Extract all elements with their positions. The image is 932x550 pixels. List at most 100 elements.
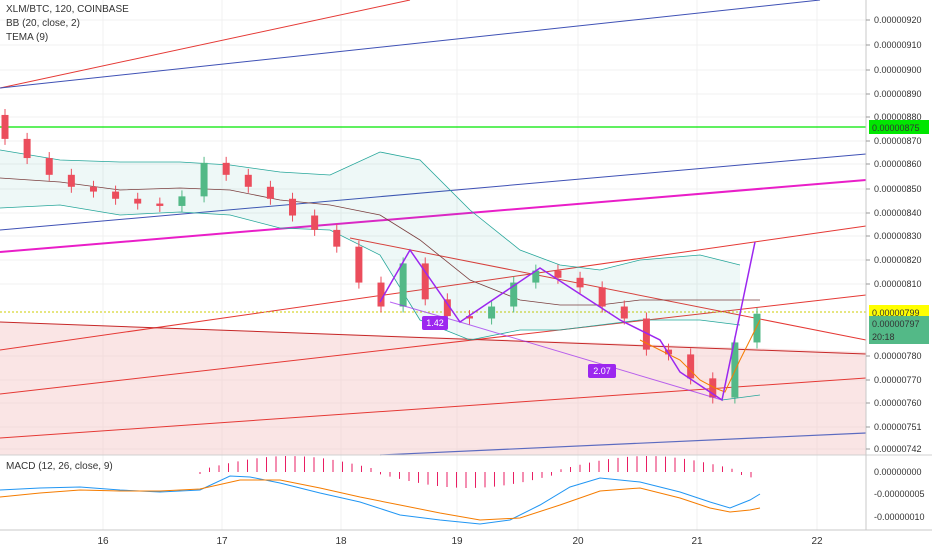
- magenta-trendline: [0, 179, 867, 253]
- candle-body: [178, 196, 186, 206]
- pattern-leg-1: [389, 301, 461, 323]
- candle-body: [399, 263, 407, 307]
- candle-body: [134, 198, 142, 204]
- last-price-text: 0.00000797: [872, 319, 920, 329]
- candle-body: [67, 174, 75, 187]
- candle-body: [23, 138, 31, 159]
- yellow-level-text: 0.00000799: [872, 308, 920, 318]
- candle-body: [333, 229, 341, 247]
- pattern-leg-3: [721, 394, 761, 401]
- candle-body: [289, 198, 297, 216]
- pattern-leg-2: [459, 321, 723, 401]
- time-tick-label: 18: [335, 536, 347, 547]
- time-tick-label: 17: [216, 536, 228, 547]
- grid: [0, 0, 866, 530]
- tema-line: [639, 319, 761, 393]
- trend-lines: [0, 0, 867, 456]
- candle-body: [355, 246, 363, 283]
- candle-body: [510, 282, 518, 307]
- candle-body: [421, 263, 429, 300]
- price-tick-label: 0.00000742: [874, 444, 922, 454]
- candle-body: [156, 203, 164, 206]
- macd-line: [0, 475, 761, 525]
- candle-body: [532, 270, 540, 283]
- time-tick-label: 16: [97, 536, 109, 547]
- price-tick-label: 0.00000920: [874, 15, 922, 25]
- green-level-text: 0.00000875: [872, 123, 920, 133]
- price-tick-label: 0.00000760: [874, 398, 922, 408]
- shaded-zone: [0, 322, 866, 455]
- ratio-label-1: 1.42: [426, 318, 444, 328]
- macd-tick-label: 0.00000000: [874, 467, 922, 477]
- legend-bb: BB (20, close, 2): [6, 18, 80, 29]
- candle-body: [244, 174, 252, 187]
- price-tick-label: 0.00000810: [874, 279, 922, 289]
- time-tick-label: 21: [691, 536, 703, 547]
- candle-body: [266, 186, 274, 199]
- red-trendline-1: [0, 225, 867, 351]
- candle-body: [45, 158, 53, 175]
- price-tick-label: 0.00000910: [874, 40, 922, 50]
- candle-body: [488, 306, 496, 319]
- candle-body: [687, 354, 695, 379]
- candle-body: [222, 162, 230, 175]
- candle-body: [709, 378, 717, 398]
- price-tick-label: 0.00000900: [874, 65, 922, 75]
- price-tick-label: 0.00000840: [874, 208, 922, 218]
- price-tick-label: 0.00000780: [874, 351, 922, 361]
- bb-upper: [0, 149, 741, 271]
- price-tick-label: 0.00000820: [874, 255, 922, 265]
- candle-body: [377, 282, 385, 307]
- red-trendline-5: [0, 321, 867, 355]
- price-tick-label: 0.00000850: [874, 184, 922, 194]
- price-tick-label: 0.00000860: [874, 159, 922, 169]
- bb-basis: [0, 177, 760, 306]
- macd-axis[interactable]: 0.00000000 -0.00000005 -0.00000010: [874, 467, 925, 522]
- candle-body: [89, 186, 97, 192]
- macd-tick-label: -0.00000005: [874, 489, 925, 499]
- pattern-zigzag: [379, 241, 756, 402]
- price-tick-label: 0.00000870: [874, 136, 922, 146]
- ratio-label-2-bg: [588, 364, 616, 378]
- time-axis[interactable]: 16 17 18 19 20 21 22: [97, 536, 823, 547]
- price-tick-label: 0.00000751: [874, 422, 922, 432]
- candle-body: [665, 349, 673, 355]
- candle-body: [576, 277, 584, 288]
- candle-body: [753, 313, 761, 343]
- blue-trendline-top: [0, 0, 821, 89]
- blue-trendline-bottom: [379, 432, 867, 456]
- signal-line: [0, 479, 761, 521]
- countdown-text: 20:18: [872, 332, 895, 342]
- ratio-label-1-bg: [422, 316, 448, 330]
- macd-tick-label: -0.00000010: [874, 512, 925, 522]
- red-trendline-4: [349, 237, 867, 341]
- price-axis[interactable]: 0.00000920 0.00000910 0.00000900 0.00000890…: [866, 15, 922, 454]
- candle-body: [642, 318, 650, 350]
- legend-symbol: XLM/BTC, 120, COINBASE: [6, 4, 129, 15]
- legend-tema: TEMA (9): [6, 32, 49, 43]
- candle-body: [465, 316, 473, 319]
- time-tick-label: 22: [811, 536, 823, 547]
- candle-body: [112, 191, 120, 199]
- red-trendline-top: [0, 0, 411, 89]
- time-tick-label: 19: [451, 536, 463, 547]
- last-price-badge: [869, 316, 929, 344]
- candle-body: [311, 215, 319, 230]
- legend-macd: MACD (12, 26, close, 9): [6, 461, 113, 472]
- candle-body: [200, 162, 208, 197]
- yellow-level-badge: [869, 305, 929, 319]
- time-tick-label: 20: [572, 536, 584, 547]
- price-tick-label: 0.00000770: [874, 375, 922, 385]
- candle-body: [620, 306, 628, 319]
- blue-trendline-mid: [0, 153, 867, 231]
- price-tick-label: 0.00000880: [874, 112, 922, 122]
- candle-body: [1, 114, 9, 139]
- macd-histogram: [199, 456, 752, 488]
- green-level-badge: [869, 120, 929, 134]
- pattern: 1.42 2.07: [379, 241, 761, 402]
- ratio-label-2: 2.07: [593, 366, 611, 376]
- candle-body: [598, 287, 606, 307]
- candle-body: [554, 270, 562, 278]
- candle-body: [443, 299, 451, 317]
